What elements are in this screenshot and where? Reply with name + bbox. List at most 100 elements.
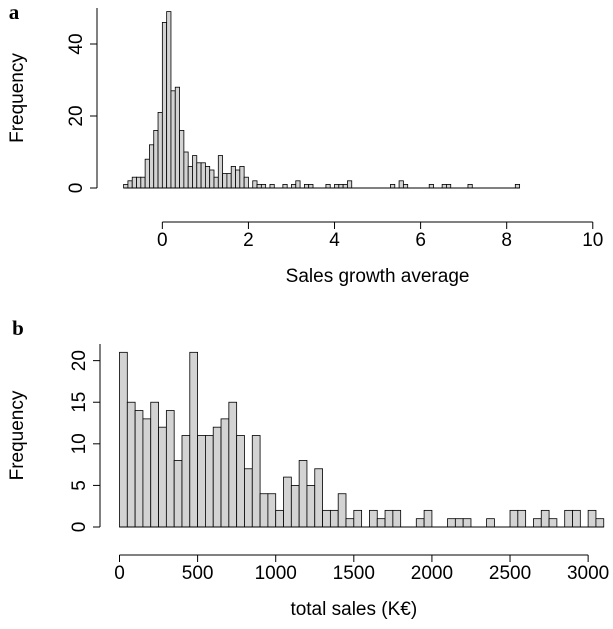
bar <box>454 518 464 528</box>
x-tick-label: 4 <box>329 230 340 251</box>
bar <box>392 509 402 528</box>
y-tick-label: 15 <box>69 392 90 413</box>
bar <box>291 183 297 189</box>
bar <box>564 509 573 528</box>
y-tick-label: 0 <box>69 522 90 533</box>
bar <box>243 176 249 189</box>
bar <box>197 435 206 528</box>
bar <box>127 180 133 189</box>
y-tick-label: 0 <box>66 183 87 194</box>
bar <box>329 509 339 528</box>
bar <box>314 468 323 528</box>
x-axis-title: total sales (K€) <box>290 599 417 620</box>
x-tick-label: 0 <box>114 563 125 584</box>
bar <box>322 509 331 528</box>
bar <box>376 518 386 528</box>
bar <box>189 351 199 528</box>
bar <box>345 518 355 528</box>
bar <box>140 176 146 189</box>
panel-label: b <box>12 316 24 340</box>
bar <box>540 509 550 528</box>
bar <box>244 468 253 528</box>
bar <box>533 518 542 528</box>
x-tick-label: 3000 <box>567 563 609 584</box>
bar <box>226 173 232 189</box>
bar <box>192 155 198 189</box>
bar <box>179 129 185 189</box>
bar <box>303 183 310 189</box>
bar <box>149 144 155 189</box>
bar <box>384 509 394 528</box>
panel-label: a <box>9 0 20 24</box>
bar <box>142 418 152 528</box>
bar <box>587 509 597 528</box>
bar <box>275 509 284 528</box>
bar <box>402 183 409 189</box>
bar <box>204 165 211 189</box>
bar <box>200 162 206 189</box>
x-tick-label: 8 <box>501 230 512 251</box>
bar <box>150 401 159 528</box>
bar <box>337 493 347 528</box>
x-tick-label: 0 <box>157 230 168 251</box>
bar <box>183 151 189 189</box>
bar <box>415 518 425 528</box>
bar <box>260 183 267 189</box>
y-axis-title: Frequency <box>7 53 28 143</box>
bar <box>267 493 277 528</box>
bar <box>282 183 288 189</box>
x-tick-label: 6 <box>415 230 426 251</box>
bar <box>158 426 167 528</box>
x-tick-label: 2000 <box>411 563 453 584</box>
bar <box>119 351 128 528</box>
bar <box>131 176 137 189</box>
bar <box>548 518 558 528</box>
x-tick-label: 2500 <box>489 563 531 584</box>
y-tick-label: 5 <box>69 480 90 491</box>
x-tick-label: 1000 <box>255 563 297 584</box>
bar <box>308 183 314 189</box>
bar <box>441 183 447 189</box>
y-tick-label: 20 <box>66 105 87 126</box>
bar <box>196 162 202 189</box>
bar <box>134 410 144 528</box>
bar <box>181 435 191 528</box>
bar <box>269 183 275 189</box>
bar <box>236 435 245 528</box>
bar <box>398 180 404 189</box>
bar <box>423 509 433 528</box>
bar <box>572 509 581 528</box>
bar <box>509 509 519 528</box>
bar <box>342 183 348 189</box>
x-tick-label: 2 <box>243 230 254 251</box>
bar <box>256 183 262 189</box>
bar <box>353 509 363 528</box>
x-tick-label: 10 <box>582 230 603 251</box>
bar <box>252 180 258 189</box>
bar <box>251 435 261 528</box>
bar <box>334 183 340 189</box>
bar <box>187 165 193 189</box>
bar <box>306 485 316 528</box>
y-tick-label: 10 <box>69 433 90 454</box>
bar <box>230 165 236 189</box>
bar <box>446 183 452 189</box>
bar <box>390 183 396 189</box>
x-tick-label: 1500 <box>333 563 375 584</box>
bar <box>517 509 527 528</box>
bar <box>338 183 344 189</box>
bar <box>157 112 163 189</box>
bar <box>174 86 180 189</box>
bar <box>347 180 353 189</box>
x-axis-title: Sales growth average <box>286 266 470 287</box>
bar <box>222 173 228 189</box>
bar <box>290 485 300 528</box>
bar <box>170 90 176 189</box>
bar <box>217 155 224 189</box>
bar <box>325 183 331 189</box>
bar <box>153 129 159 189</box>
x-tick-label: 500 <box>182 563 214 584</box>
bar <box>212 426 222 528</box>
bar <box>220 418 230 528</box>
